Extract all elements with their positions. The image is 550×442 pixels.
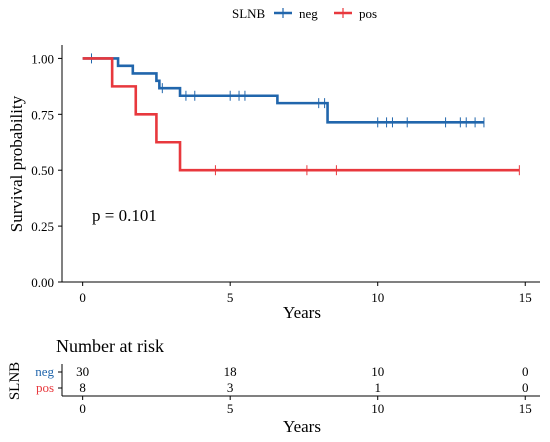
y-tick-label: 0.25 [31, 219, 54, 234]
risk-count-pos: 0 [522, 380, 529, 395]
x-tick-label: 0 [79, 290, 86, 305]
risk-row-label-neg: neg [35, 364, 54, 379]
legend-item-neg: neg [274, 6, 318, 21]
p-value-annotation: p = 0.101 [92, 206, 157, 225]
x-tick-label: 5 [227, 290, 234, 305]
risk-table-y-label: SLNB [7, 362, 23, 400]
survival-curves [82, 53, 520, 176]
legend-item-pos: pos [334, 6, 377, 21]
legend: SLNB neg pos [232, 6, 377, 21]
x-tick-label: 10 [371, 290, 384, 305]
risk-x-tick-label: 0 [79, 401, 86, 416]
legend-label-neg: neg [299, 6, 318, 21]
y-tick-label: 0.75 [31, 107, 54, 122]
risk-count-neg: 18 [224, 364, 237, 379]
survival-curve-pos [82, 57, 520, 172]
x-axis-label: Years [283, 303, 321, 322]
risk-table-title: Number at risk [56, 336, 164, 356]
y-tick-label: 0.50 [31, 163, 54, 178]
y-tick-label: 1.00 [31, 51, 54, 66]
y-ticks: 0.00 0.25 0.50 0.75 1.00 [31, 51, 62, 290]
risk-row-label-pos: pos [36, 380, 54, 395]
risk-x-tick-label: 15 [519, 401, 532, 416]
x-ticks: 0 5 10 15 [79, 282, 532, 305]
y-tick-label: 0.00 [31, 275, 54, 290]
y-axis-label: Survival probability [7, 95, 26, 232]
risk-count-pos: 3 [227, 380, 234, 395]
risk-count-pos: 1 [374, 380, 381, 395]
legend-title: SLNB [232, 6, 266, 21]
risk-count-neg: 0 [522, 364, 529, 379]
risk-table-x-ticks: 0 5 10 15 [79, 396, 532, 416]
risk-count-neg: 10 [371, 364, 384, 379]
risk-count-pos: 8 [79, 380, 86, 395]
legend-label-pos: pos [359, 6, 377, 21]
km-plot: 0.00 0.25 0.50 0.75 1.00 0 5 10 15 p = 0.101 Ye… [7, 45, 540, 322]
risk-x-tick-label: 5 [227, 401, 234, 416]
risk-count-neg: 30 [76, 364, 89, 379]
x-tick-label: 15 [519, 290, 532, 305]
risk-table-x-label: Years [283, 417, 321, 436]
survival-curve-neg [82, 57, 484, 124]
risk-x-tick-label: 10 [371, 401, 384, 416]
